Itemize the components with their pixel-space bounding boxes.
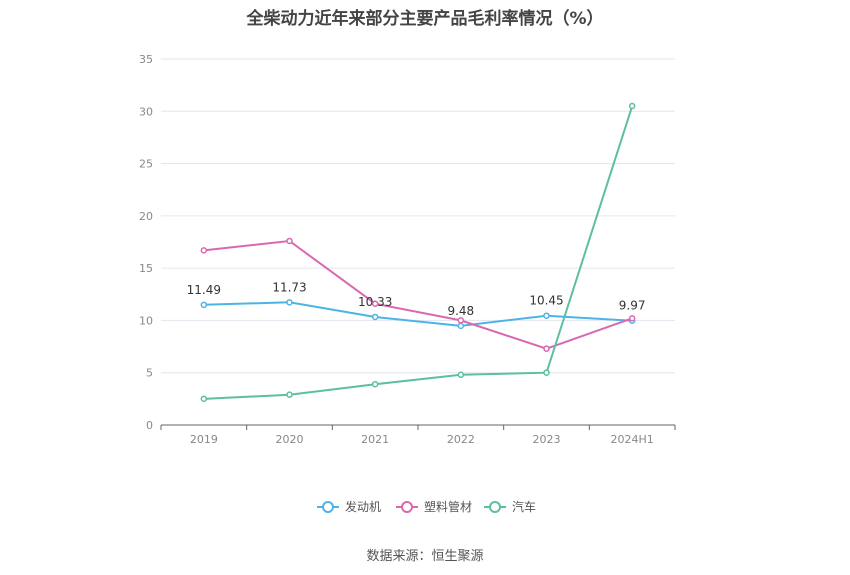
data-point-0: [286, 299, 293, 306]
legend-marker-2: [489, 501, 501, 513]
x-tick-label: 2019: [190, 433, 218, 446]
x-tick-label: 2020: [276, 433, 304, 446]
data-label: 10.45: [529, 294, 563, 308]
data-label: 9.97: [619, 299, 646, 313]
data-point-0: [543, 312, 550, 319]
legend-marker-1: [401, 501, 413, 513]
x-tick-label: 2023: [533, 433, 561, 446]
data-point-2: [200, 395, 208, 403]
series-line-2: [203, 105, 634, 400]
y-tick-label: 25: [139, 158, 153, 171]
data-point-1: [543, 345, 550, 352]
data-source: 数据来源：恒生聚源: [366, 549, 484, 564]
series-line-1: [203, 239, 633, 350]
y-tick-label: 10: [139, 314, 153, 327]
legend-label: 发动机: [345, 499, 381, 514]
x-tick-label: 2021: [361, 433, 389, 446]
chart-title: 全柴动力近年来部分主要产品毛利率情况（%）: [246, 9, 604, 29]
data-point-2: [457, 371, 465, 379]
data-point-1: [200, 247, 208, 254]
legend-label: 汽车: [512, 499, 536, 514]
y-tick-label: 20: [139, 210, 153, 223]
data-point-0: [457, 322, 465, 330]
y-tick-label: 15: [139, 262, 153, 275]
legend-label: 塑料管材: [424, 499, 472, 514]
data-point-2: [286, 391, 293, 398]
data-point-0: [371, 313, 379, 321]
data-label: 11.49: [187, 283, 221, 297]
line-chart: 0 5 10 15 20 25 30 35 2019 2020 2021 2022 2023 2024H1…: [139, 53, 676, 514]
series-line-0: [203, 301, 633, 327]
x-tick-label: 2024H1: [611, 433, 654, 446]
legend-marker-0: [322, 501, 334, 513]
y-tick-label: 5: [146, 367, 153, 380]
data-point-0: [200, 301, 208, 309]
x-tick-label: 2022: [447, 433, 475, 446]
y-tick-label: 0: [146, 419, 153, 432]
data-point-1: [457, 317, 465, 324]
data-point-1: [371, 300, 379, 307]
data-point-1: [628, 315, 636, 322]
data-label: 9.48: [447, 304, 474, 318]
data-label: 11.73: [272, 280, 306, 294]
y-tick-label: 30: [139, 105, 153, 118]
y-tick-label: 35: [139, 53, 153, 66]
data-point-2: [543, 369, 550, 376]
data-point-1: [286, 237, 293, 245]
data-point-2: [628, 102, 636, 110]
data-point-2: [371, 380, 379, 388]
